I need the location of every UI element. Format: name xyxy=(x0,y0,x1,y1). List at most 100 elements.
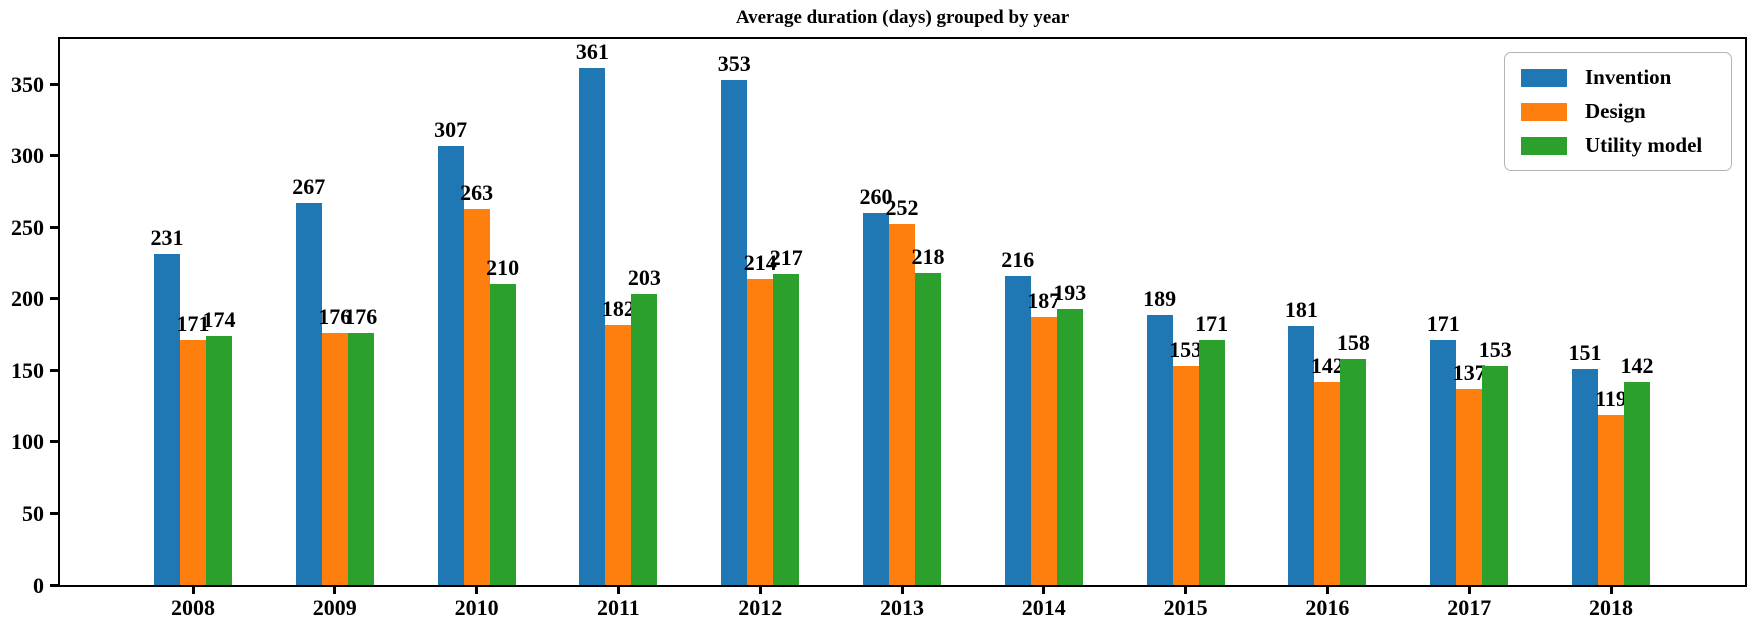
x-axis-tick-label: 2008 xyxy=(171,595,215,620)
bar-value-label: 158 xyxy=(1336,329,1370,355)
y-axis-tick xyxy=(50,368,59,372)
bar-value-label: 142 xyxy=(1310,352,1344,378)
bar-invention xyxy=(579,68,606,585)
legend-swatch-design xyxy=(1521,102,1567,121)
x-axis-tick-label: 2013 xyxy=(880,595,924,620)
bar-utility-model xyxy=(631,294,658,585)
y-axis-tick-label: 350 xyxy=(11,71,44,97)
bar-value-label: 218 xyxy=(911,244,945,269)
bar-value-label: 137 xyxy=(1452,359,1486,385)
bar-utility-model xyxy=(347,333,374,585)
bar-invention xyxy=(437,145,464,585)
x-axis-tick xyxy=(1467,587,1471,594)
legend-swatch-invention xyxy=(1521,68,1567,87)
x-axis-tick-label: 2017 xyxy=(1447,595,1492,620)
x-axis-tick-label: 2011 xyxy=(596,595,640,620)
x-axis-tick-label: 2014 xyxy=(1021,595,1066,620)
y-axis-tick-label: 100 xyxy=(11,429,44,455)
bar-design xyxy=(1172,366,1199,585)
bar-utility-model xyxy=(489,284,516,585)
bar-design xyxy=(180,340,206,585)
bar-design xyxy=(605,324,632,585)
bar-value-label: 353 xyxy=(717,50,751,76)
bar-invention xyxy=(1004,275,1031,585)
bar-design xyxy=(1598,414,1624,585)
x-axis-tick xyxy=(1325,587,1329,594)
y-axis-tick-label: 0 xyxy=(33,572,44,598)
x-axis-tick xyxy=(900,587,904,594)
legend-swatch-utility-model xyxy=(1521,136,1567,155)
x-axis-tick-label: 2018 xyxy=(1589,595,1633,620)
y-axis-tick xyxy=(50,511,59,515)
bar-design xyxy=(1456,388,1483,585)
x-axis-tick xyxy=(1042,587,1046,594)
bar-invention xyxy=(721,79,748,585)
bar-value-label: 187 xyxy=(1027,288,1061,314)
bar-value-label: 307 xyxy=(434,116,468,142)
x-axis-tick xyxy=(191,587,195,594)
x-axis-tick-label: 2012 xyxy=(738,595,783,620)
legend-item-utility-model: Utility model xyxy=(1521,133,1715,158)
y-axis-tick xyxy=(50,225,59,229)
bar-value-label: 214 xyxy=(743,249,777,275)
bar-value-label: 216 xyxy=(1001,246,1035,272)
bar-value-label: 217 xyxy=(769,245,803,271)
y-axis-tick xyxy=(50,82,59,86)
bar-design xyxy=(321,333,348,585)
y-axis-tick-label: 250 xyxy=(11,214,44,240)
bar-utility-model xyxy=(1340,358,1367,585)
bar-value-label: 182 xyxy=(601,295,635,321)
y-axis-tick xyxy=(50,583,59,587)
bar-utility-model xyxy=(206,335,232,585)
x-axis-tick xyxy=(1609,587,1613,594)
x-axis-tick xyxy=(333,587,337,594)
bar-utility-model xyxy=(1624,381,1650,585)
y-axis-tick-label: 200 xyxy=(11,286,44,312)
x-axis-tick xyxy=(475,587,479,594)
bar-value-label: 193 xyxy=(1053,279,1087,305)
bar-value-label: 210 xyxy=(486,255,520,281)
bar-value-label: 153 xyxy=(1478,337,1512,363)
bar-utility-model xyxy=(773,274,800,585)
y-axis-tick xyxy=(50,440,59,444)
bar-utility-model xyxy=(915,273,941,585)
legend-item-design: Design xyxy=(1521,99,1715,124)
bar-invention xyxy=(1288,325,1315,585)
bar-invention xyxy=(1430,340,1457,585)
bar-value-label: 142 xyxy=(1620,352,1654,378)
bar-value-label: 260 xyxy=(859,183,893,209)
bar-value-label: 267 xyxy=(292,173,326,199)
legend-item-invention: Invention xyxy=(1521,65,1715,90)
x-axis-tick xyxy=(1184,587,1188,594)
bar-value-label: 176 xyxy=(344,304,378,330)
y-axis-tick xyxy=(50,297,59,301)
bar-utility-model xyxy=(1198,340,1225,585)
bar-value-label: 231 xyxy=(150,225,184,251)
bar-value-label: 189 xyxy=(1143,285,1177,311)
bar-value-label: 171 xyxy=(1195,311,1229,337)
y-axis-tick xyxy=(50,154,59,158)
bar-design xyxy=(1030,317,1057,585)
bar-value-label: 174 xyxy=(202,306,236,332)
x-axis-tick-label: 2010 xyxy=(454,595,499,620)
x-axis-tick-label: 2015 xyxy=(1163,595,1208,620)
bar-utility-model xyxy=(1482,366,1509,585)
bar-value-label: 171 xyxy=(1426,311,1460,337)
x-axis-tick xyxy=(616,587,620,594)
x-axis-tick xyxy=(758,587,762,594)
legend-label-utility-model: Utility model xyxy=(1585,133,1703,157)
y-axis-tick-label: 150 xyxy=(11,357,44,383)
bar-invention xyxy=(295,202,322,585)
bar-value-label: 263 xyxy=(460,179,494,205)
bar-value-label: 176 xyxy=(318,304,352,330)
chart-title: Average duration (days) grouped by year xyxy=(735,7,1070,28)
bar-invention xyxy=(1146,314,1173,585)
bar-invention xyxy=(863,212,889,585)
bar-value-label: 151 xyxy=(1568,339,1602,365)
bar-value-label: 181 xyxy=(1284,296,1318,322)
legend: Invention Design Utility model xyxy=(1504,52,1732,171)
legend-label-invention: Invention xyxy=(1585,65,1672,89)
bar-invention xyxy=(1572,368,1598,585)
bar-value-label: 203 xyxy=(627,265,661,291)
